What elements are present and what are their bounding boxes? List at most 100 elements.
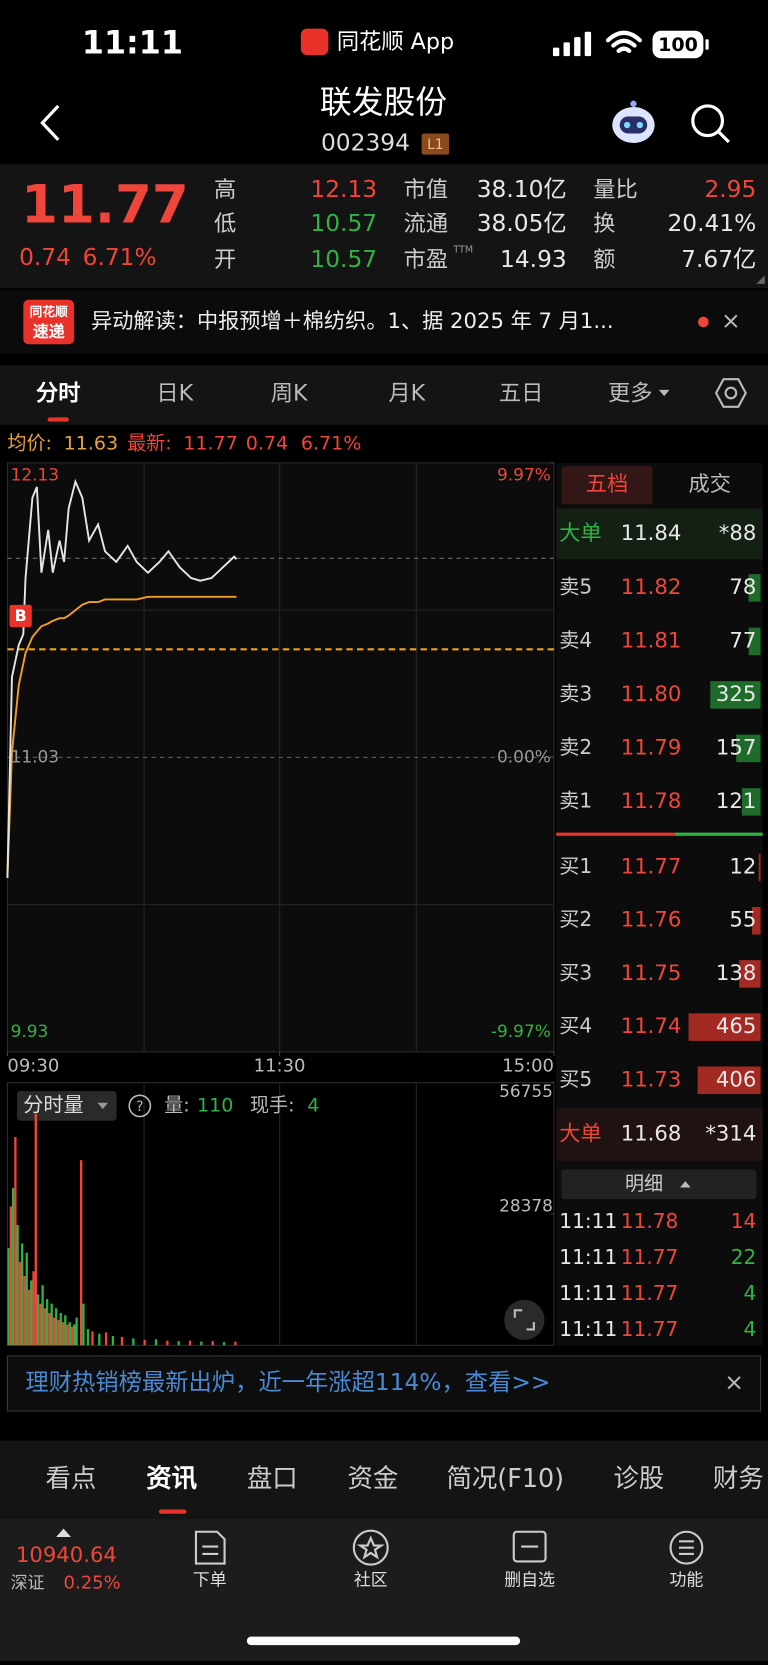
volume-bar	[55, 1308, 58, 1346]
period-tab[interactable]: 五日	[499, 381, 543, 407]
period-tab[interactable]: 日K	[156, 381, 194, 407]
level-volume: 325	[716, 681, 756, 706]
index-arrow	[56, 1528, 71, 1538]
level-volume: 78	[729, 574, 756, 599]
news-close[interactable]: ×	[721, 308, 741, 335]
section-tab[interactable]: 资讯	[146, 1463, 197, 1493]
volume-bar	[34, 1113, 37, 1346]
stat-value: 38.10亿	[477, 176, 567, 203]
period-tab[interactable]: 周K	[271, 381, 309, 407]
index-name: 深证	[11, 1573, 45, 1593]
fullscreen-button[interactable]	[504, 1299, 545, 1341]
period-tab[interactable]: 月K	[388, 381, 426, 407]
index-pct: 0.25%	[64, 1573, 121, 1594]
trade-volume: 22	[731, 1245, 757, 1269]
level-volume: 55	[729, 907, 756, 932]
divider-red	[556, 832, 675, 836]
volume-bar	[18, 1261, 22, 1346]
banner-close[interactable]: ×	[724, 1369, 744, 1396]
big-order-volume: *314	[705, 1121, 756, 1146]
app-icon	[300, 28, 329, 56]
level-price: 11.80	[621, 681, 682, 706]
section-tab[interactable]: 财务	[713, 1463, 764, 1493]
period-tab[interactable]: 更多	[608, 381, 652, 407]
price-change-pct: 6.71%	[83, 244, 157, 271]
level-volume: 138	[716, 960, 756, 985]
period-tab[interactable]: 分时	[36, 381, 80, 407]
detail-button[interactable]	[561, 1169, 757, 1200]
trade-price: 11.77	[621, 1281, 679, 1305]
news-logo-bottom: 速递	[33, 322, 65, 341]
news-bar[interactable]	[0, 290, 768, 354]
volume-bar	[50, 1303, 53, 1346]
volume-bar	[57, 1319, 60, 1346]
level-price: 11.81	[621, 627, 682, 652]
help-icon[interactable]	[128, 1094, 152, 1118]
volume-bar	[59, 1312, 62, 1346]
section-tab[interactable]: 简况(F10)	[446, 1463, 564, 1493]
volume-selector[interactable]	[16, 1091, 117, 1121]
book-tab[interactable]: 五档	[586, 471, 628, 496]
volume-bar	[16, 1224, 19, 1346]
stat-value: 14.93	[500, 246, 567, 273]
depth-bar	[748, 627, 761, 656]
back-button[interactable]	[40, 104, 60, 141]
level-price: 11.79	[621, 734, 682, 759]
level-label: 卖3	[559, 681, 592, 705]
hand-value: 4	[307, 1094, 319, 1116]
settings-button[interactable]	[714, 378, 747, 408]
nav-item[interactable]: 社区	[354, 1569, 388, 1589]
volume-bar	[70, 1326, 74, 1346]
nav-item[interactable]: 下单	[193, 1569, 227, 1589]
volume-bar	[9, 1206, 13, 1346]
expand-corner	[756, 275, 765, 284]
summary-change-pct: 6.71%	[301, 432, 362, 454]
summary-change: 0.74	[246, 432, 288, 454]
assistant-button[interactable]	[612, 100, 655, 144]
nav-item[interactable]: 删自选	[504, 1569, 555, 1589]
detail-text: 明细	[625, 1173, 663, 1195]
stock-name: 联发股份	[320, 85, 447, 121]
promo-banner[interactable]	[6, 1355, 762, 1412]
stat-label: 市盈	[404, 247, 448, 273]
stat-value: 38.05亿	[477, 210, 567, 237]
depth-bar	[710, 681, 761, 709]
search-button[interactable]	[691, 104, 730, 144]
buy-marker	[9, 604, 32, 628]
news-logo	[23, 299, 75, 345]
volume-bar	[48, 1312, 51, 1346]
section-tab[interactable]: 诊股	[613, 1463, 664, 1493]
battery-tip	[705, 39, 709, 50]
nav-item[interactable]: 功能	[669, 1569, 703, 1589]
big-order-label: 大单	[559, 520, 601, 545]
index-value: 10940.64	[16, 1542, 117, 1567]
big-order-volume: *88	[719, 520, 757, 545]
stat-value: 12.13	[310, 176, 377, 203]
trade-time: 11:11	[559, 1209, 617, 1233]
volume-bar	[98, 1333, 101, 1346]
help-text: ?	[136, 1099, 143, 1115]
section-tab[interactable]: 盘口	[247, 1463, 298, 1493]
book-tab[interactable]: 成交	[689, 471, 731, 496]
x-tick-label: 15:00	[502, 1056, 554, 1077]
stat-label: 换	[593, 211, 615, 237]
volume-bar	[91, 1331, 94, 1346]
volume-bar	[68, 1322, 71, 1346]
stat-label: 市值	[404, 177, 448, 203]
banner-text[interactable]: 理财热销榜最新出炉，近一年涨超114%，查看>>	[25, 1369, 550, 1396]
stat-label: 流通	[404, 211, 448, 237]
divider-green	[674, 832, 763, 836]
volume-bar	[143, 1339, 146, 1346]
stat-value: 2.95	[704, 176, 756, 203]
stat-label: 开	[214, 247, 236, 273]
volume-bar	[14, 1137, 17, 1346]
volume-bar	[36, 1294, 40, 1346]
average-line	[6, 595, 237, 878]
x-tick-label: 11:30	[254, 1056, 306, 1077]
level-volume: 77	[729, 627, 756, 652]
unread-dot	[698, 316, 709, 328]
section-tab[interactable]: 看点	[46, 1463, 97, 1493]
more-arrow	[658, 389, 670, 397]
section-tab[interactable]: 资金	[347, 1463, 398, 1493]
